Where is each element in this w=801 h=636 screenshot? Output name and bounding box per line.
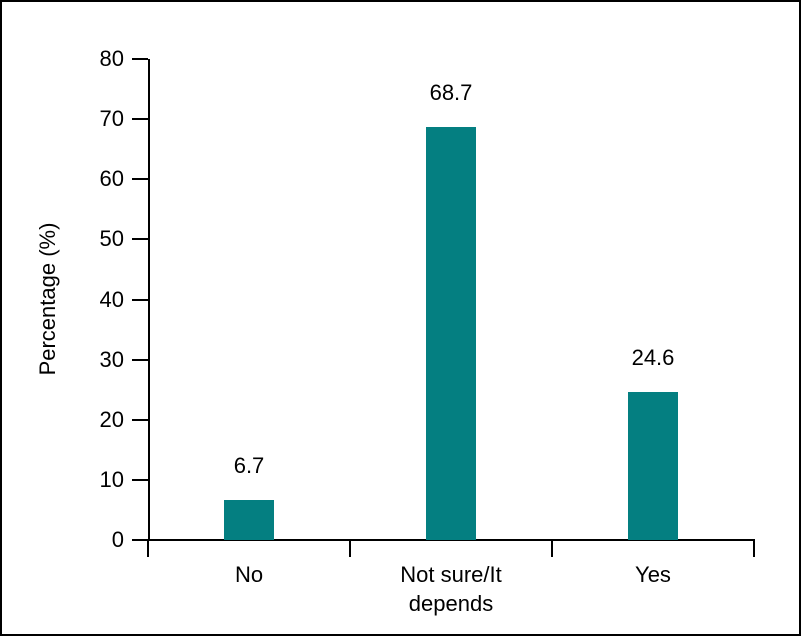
y-tick-label: 40 [99, 286, 124, 312]
x-axis-tick [349, 541, 351, 557]
y-axis-tick [132, 118, 148, 121]
y-axis-tick [132, 358, 148, 361]
x-axis-tick [551, 541, 553, 557]
y-axis-tick [132, 178, 148, 181]
y-tick-label: 50 [99, 226, 124, 252]
bar [628, 392, 678, 540]
y-tick-label: 80 [99, 46, 124, 71]
y-axis-tick [132, 478, 148, 481]
bar-value-label: 6.7 [233, 453, 265, 478]
bar [426, 127, 476, 540]
y-tick-label: 30 [99, 346, 124, 372]
y-axis-tick [132, 539, 148, 541]
y-axis-tick [132, 58, 148, 60]
y-tick-label: 0 [111, 527, 124, 552]
x-category-label: Yes [635, 562, 671, 587]
y-axis-tick [132, 298, 148, 301]
y-tick-label: 20 [99, 406, 124, 432]
x-axis-tick [147, 541, 149, 557]
x-axis-tick [753, 541, 755, 557]
bar-value-label: 24.6 [631, 345, 675, 370]
y-tick-label: 10 [99, 466, 124, 492]
bar [224, 500, 274, 540]
x-category-label: No [234, 562, 264, 587]
y-axis-tick [132, 418, 148, 421]
y-axis-line [148, 59, 150, 541]
bar-value-label: 68.7 [429, 80, 473, 105]
y-tick-label: 70 [99, 106, 124, 132]
y-axis-title: Percentage (%) [35, 222, 60, 376]
y-axis-tick [132, 238, 148, 241]
y-tick-label: 60 [99, 166, 124, 192]
x-axis-line [148, 539, 755, 541]
x-category-label: Not sure/It depends [400, 562, 502, 616]
